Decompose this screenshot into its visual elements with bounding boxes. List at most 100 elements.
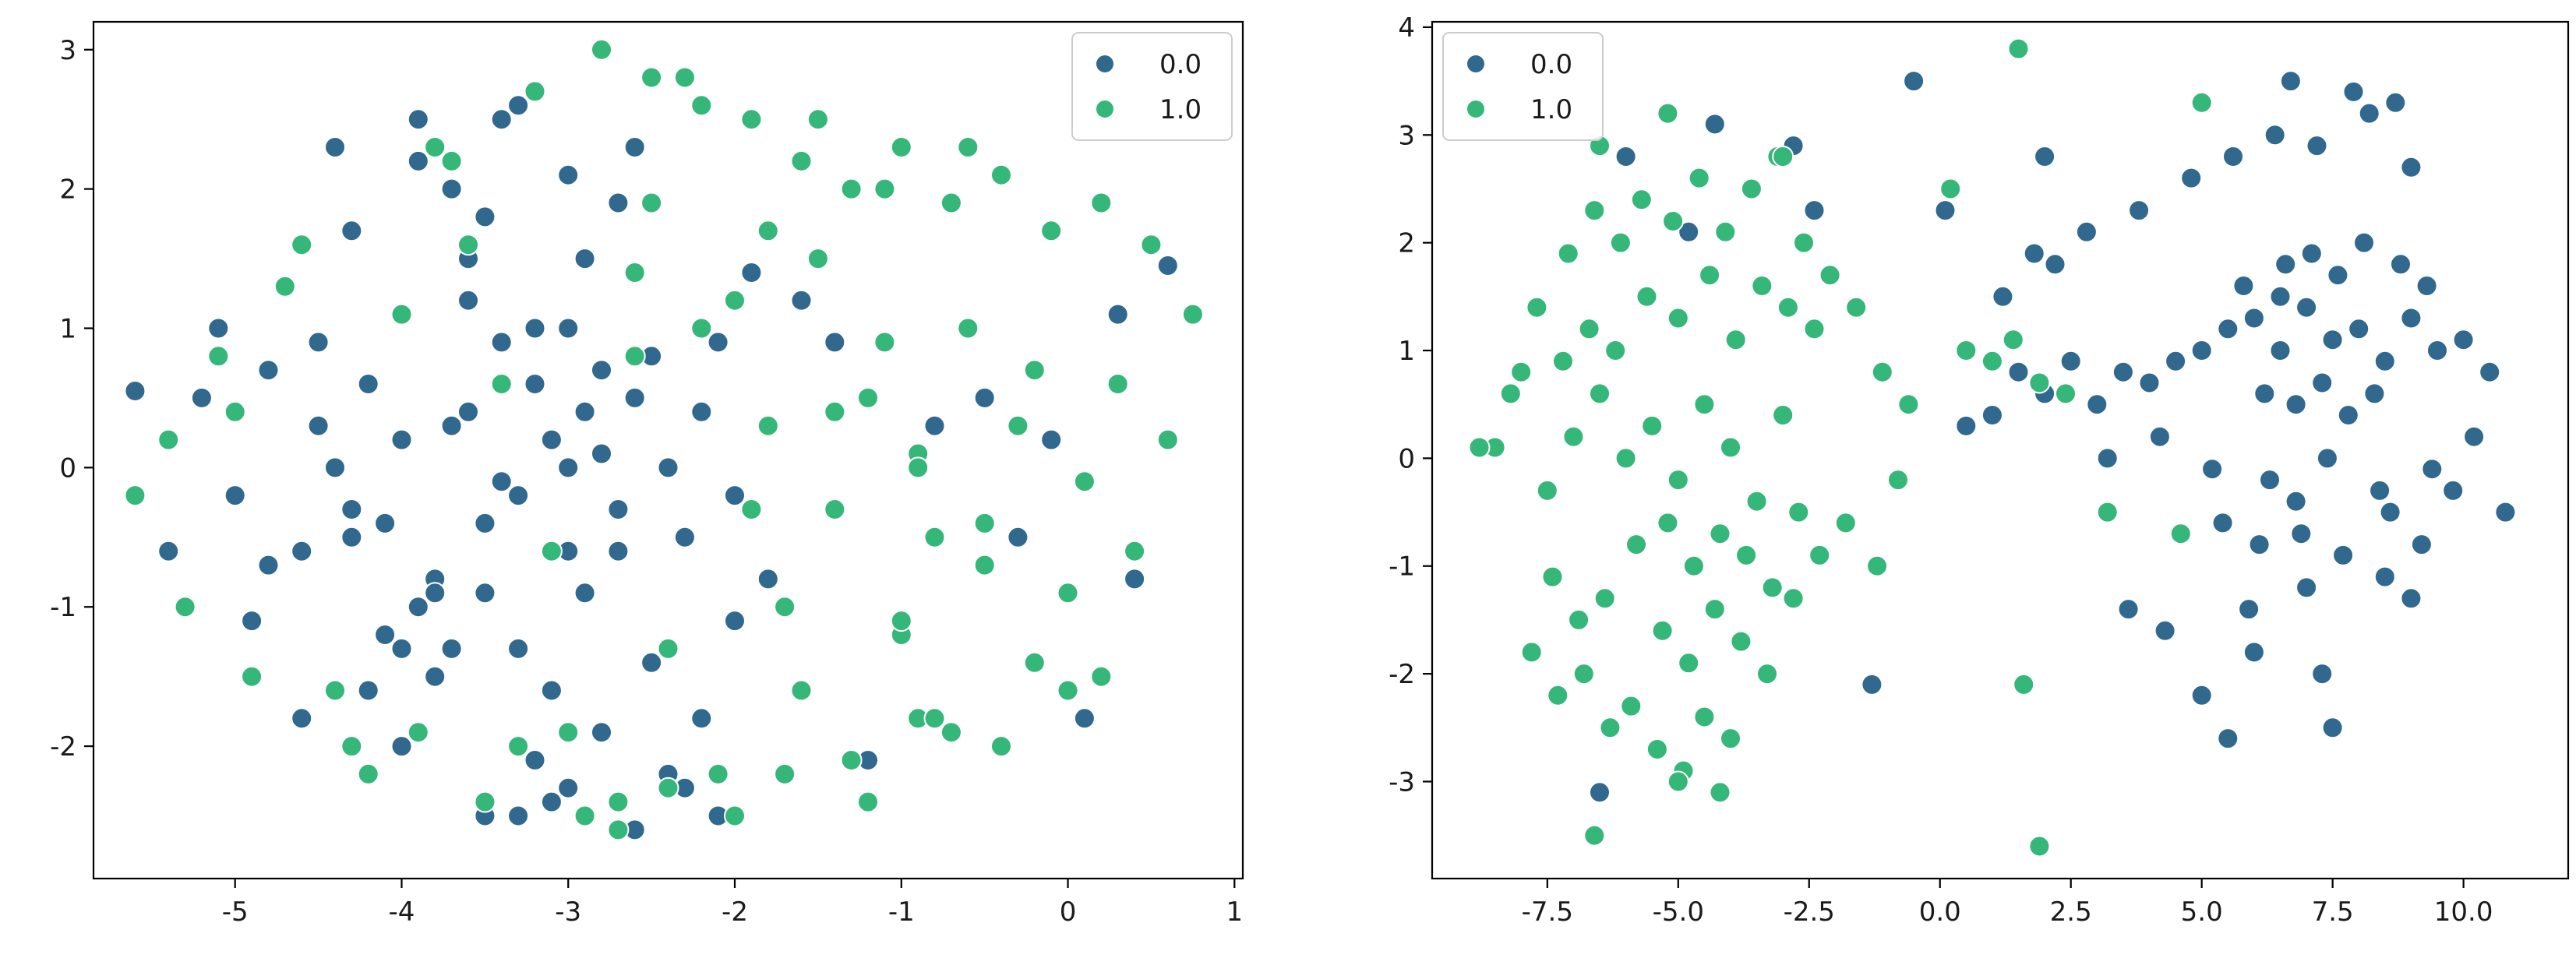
- y-tick-label: -2: [50, 731, 76, 763]
- scatter-point: [2238, 598, 2260, 621]
- scatter-point: [1678, 220, 1700, 243]
- scatter-point: [2373, 565, 2396, 588]
- y-tick-label: -3: [1389, 766, 1415, 798]
- scatter-point: [1536, 479, 1558, 502]
- scatter-point: [1583, 199, 1606, 222]
- scatter-point: [390, 637, 413, 660]
- scatter-point: [2190, 91, 2213, 114]
- scatter-point: [2059, 350, 2082, 372]
- scatter-point: [2148, 425, 2171, 448]
- scatter-point: [524, 317, 546, 340]
- scatter-point: [2452, 329, 2475, 351]
- scatter-point: [857, 791, 879, 813]
- scatter-point: [2117, 598, 2140, 621]
- scatter-point: [1782, 587, 1805, 610]
- legend-marker: [1096, 55, 1113, 72]
- scatter-point: [1023, 651, 1046, 674]
- scatter-point: [1657, 102, 1679, 125]
- y-tick-label: 3: [59, 35, 76, 66]
- scatter-point: [1090, 192, 1113, 214]
- scatter-point: [2055, 382, 2077, 405]
- scatter-point: [740, 498, 763, 520]
- scatter-point: [507, 94, 530, 117]
- scatter-point: [341, 735, 363, 758]
- scatter-point: [957, 317, 979, 340]
- scatter-point: [2259, 469, 2281, 491]
- scatter-point: [1678, 652, 1700, 674]
- scatter-point: [824, 400, 846, 423]
- scatter-point: [1614, 146, 1637, 167]
- x-tick-label: 5.0: [2181, 896, 2223, 928]
- scatter-point: [2390, 253, 2412, 276]
- scatter-point: [2415, 275, 2438, 297]
- scatter-point: [2253, 382, 2276, 405]
- scatter-point: [573, 400, 596, 423]
- scatter-point: [990, 735, 1012, 758]
- axes-frame: [1431, 20, 2570, 880]
- x-tick-label: -2.5: [1784, 896, 1835, 928]
- scatter-point: [1871, 361, 1893, 383]
- scatter-point: [2232, 275, 2255, 297]
- scatter-point: [2222, 146, 2244, 167]
- scatter-point: [623, 345, 646, 368]
- scatter-point: [790, 679, 813, 702]
- scatter-point: [923, 414, 946, 437]
- scatter-point: [690, 94, 713, 117]
- scatter-point: [724, 289, 746, 312]
- scatter-point: [257, 554, 280, 576]
- scatter-point: [524, 749, 546, 771]
- scatter-point: [1181, 303, 1204, 326]
- scatter-point: [1735, 544, 1758, 566]
- scatter-point: [1636, 285, 1658, 308]
- scatter-point: [591, 442, 612, 465]
- scatter-point: [374, 512, 397, 534]
- scatter-point: [707, 331, 729, 354]
- scatter-point: [440, 150, 463, 172]
- scatter-point: [2075, 220, 2098, 243]
- scatter-point: [573, 805, 596, 827]
- scatter-point: [1057, 582, 1079, 604]
- scatter-point: [540, 791, 563, 813]
- scatter-point: [2264, 124, 2286, 146]
- scatter-point: [557, 721, 580, 744]
- scatter-point: [241, 665, 263, 688]
- scatter-point: [1709, 523, 1731, 545]
- scatter-point: [490, 331, 513, 354]
- scatter-point: [1720, 436, 1741, 459]
- scatter-point: [673, 66, 696, 89]
- scatter-point: [2279, 70, 2302, 93]
- scatter-point: [341, 220, 363, 242]
- x-tick-label: -1: [888, 896, 915, 928]
- scatter-point: [1007, 526, 1029, 548]
- scatter-point: [2013, 673, 2035, 696]
- scatter-point: [1693, 393, 1716, 416]
- scatter-point: [424, 582, 446, 604]
- x-tick-label: -7.5: [1522, 896, 1573, 928]
- scatter-point: [1620, 695, 1643, 717]
- scatter-point: [407, 150, 429, 172]
- scatter-point: [890, 610, 912, 632]
- scatter-point: [557, 456, 580, 479]
- scatter-point: [1897, 393, 1920, 416]
- scatter-point: [2358, 102, 2380, 125]
- scatter-point: [174, 596, 196, 618]
- legend-box: [1071, 32, 1233, 141]
- scatter-point: [507, 484, 530, 507]
- scatter-point: [307, 414, 330, 437]
- x-axis: -7.5 -5.0 -2.5 0.0 2.5 5.0 7.5 10.0: [1522, 879, 2493, 928]
- scatter-point: [257, 359, 280, 382]
- y-tick-label: 2: [1398, 228, 1415, 259]
- scatter-point: [124, 380, 146, 402]
- x-tick-label: -3: [555, 896, 581, 928]
- scatter-points: [124, 38, 1204, 841]
- scatter-point: [474, 512, 496, 534]
- scatter-point: [457, 289, 479, 312]
- scatter-point: [2028, 835, 2051, 858]
- scatter-point: [2243, 307, 2265, 329]
- scatter-point: [824, 498, 846, 520]
- scatter-point: [407, 108, 429, 131]
- scatter-point: [241, 610, 263, 632]
- scatter-point: [2044, 253, 2066, 276]
- scatter-point: [1646, 738, 1668, 760]
- scatter-point: [157, 428, 180, 451]
